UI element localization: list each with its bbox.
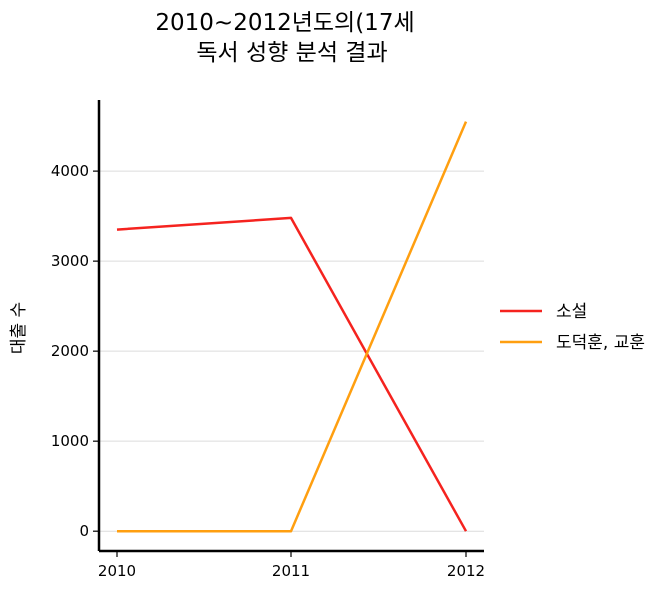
legend-label-2: 도덕훈, 교훈 <box>556 333 645 353</box>
y-tick-label: 0 <box>79 522 89 540</box>
grid-lines <box>99 170 484 532</box>
x-ticks: 2010 2011 2012 <box>98 551 485 580</box>
legend-label-1: 소설 <box>556 302 587 322</box>
chart-title-line-2: 독서 성향 분석 결과 <box>196 40 387 66</box>
y-ticks: 0 1000 2000 3000 4000 <box>51 162 99 540</box>
y-tick-label: 2000 <box>51 342 89 360</box>
y-tick-label: 3000 <box>51 252 89 270</box>
x-tick-label: 2011 <box>272 562 310 580</box>
y-tick-label: 4000 <box>51 162 89 180</box>
x-tick-label: 2010 <box>98 562 136 580</box>
x-tick-label: 2012 <box>447 562 485 580</box>
series-line-2 <box>117 121 468 533</box>
y-axis-label: 대출 수 <box>9 302 29 354</box>
y-tick-label: 1000 <box>51 432 89 450</box>
series-line-1 <box>116 216 468 532</box>
chart-title-line-1: 2010~2012년도의(17세 <box>155 10 414 36</box>
series-lines <box>116 121 468 533</box>
